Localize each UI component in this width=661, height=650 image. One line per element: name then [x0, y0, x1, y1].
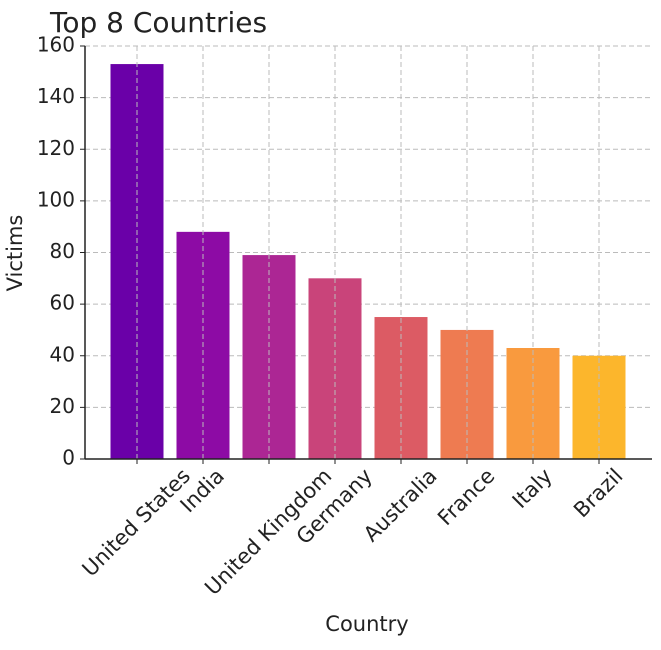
y-tick-label: 60 [50, 291, 75, 315]
x-tick-label: United States [78, 464, 196, 582]
y-tick-label: 120 [37, 136, 75, 160]
y-tick-label: 0 [62, 446, 75, 470]
x-axis-label: Country [325, 612, 408, 636]
y-tick-label: 160 [37, 33, 75, 57]
y-tick-label: 20 [50, 394, 75, 418]
bar [242, 255, 296, 459]
chart-title: Top 8 Countries [49, 6, 267, 39]
x-tick-label: Brazil [569, 464, 627, 522]
y-tick-label: 80 [50, 239, 75, 263]
y-tick-label: 100 [37, 187, 75, 211]
y-axis-label: Victims [3, 215, 27, 292]
x-tick-label: Italy [508, 464, 557, 513]
bar [374, 317, 428, 459]
x-tick-label: France [433, 464, 499, 530]
y-tick-label: 40 [50, 342, 75, 366]
y-tick-label: 140 [37, 84, 75, 108]
